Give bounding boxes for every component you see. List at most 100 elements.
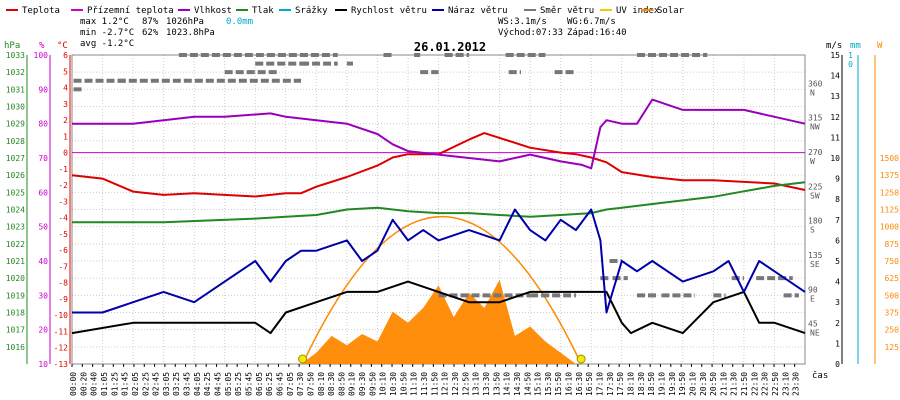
x-tick-label: 04:25 (203, 372, 212, 396)
stat-sunset: Západ:16:40 (567, 28, 627, 38)
press-tick: 1019 (6, 291, 25, 300)
x-tick-label: 18:30 (637, 372, 646, 396)
dir-tick-label: NW (810, 123, 820, 132)
x-tick-label: 00:20 (79, 372, 88, 396)
x-tick-label: 06:25 (265, 372, 274, 396)
hum-tick: 70 (38, 154, 48, 163)
chart-title: 26.01.2012 (414, 40, 486, 54)
dir-tick-deg: 180 (808, 217, 823, 226)
sunset-marker (576, 354, 586, 364)
hum-tick: 50 (38, 223, 48, 232)
press-tick: 1025 (6, 188, 25, 197)
press-tick: 1031 (6, 85, 25, 94)
x-tick-label: 07:50 (306, 372, 315, 396)
x-tick-label: 20:50 (709, 372, 718, 396)
temp-tick: -8 (58, 279, 68, 288)
wind-tick: 1 (835, 339, 840, 348)
rain-unit: mm (850, 41, 861, 51)
legend-label-2: Vlhkost (194, 6, 232, 16)
legend-label-1: Přízemní teplota (87, 6, 174, 16)
x-tick-label: 03:25 (172, 372, 181, 396)
dir-tick-deg: 360 (808, 79, 823, 88)
temp-tick: -12 (54, 344, 69, 353)
dir-tick-label: NE (810, 329, 820, 338)
dir-tick-deg: 90 (808, 285, 818, 294)
x-tick-label: 18:10 (626, 372, 635, 396)
x-tick-label: 13:30 (482, 372, 491, 396)
x-axis-label: čas (812, 370, 828, 381)
x-tick-label: 13:10 (472, 372, 481, 396)
temp-tick: 1 (63, 132, 68, 141)
temp-tick: 5 (63, 67, 68, 76)
hum-tick: 40 (38, 257, 48, 266)
x-tick-label: 17:10 (596, 372, 605, 396)
x-tick-label: 02:45 (152, 372, 161, 396)
x-tick-label: 20:10 (688, 372, 697, 396)
temp-tick: 6 (63, 51, 68, 60)
x-tick-label: 10:10 (379, 372, 388, 396)
temp-tick: 4 (63, 84, 68, 93)
solar-tick: 1500 (880, 154, 899, 163)
stat-wg: WG:6.7m/s (567, 17, 616, 27)
solar-tick: 125 (885, 343, 900, 352)
stat-rain: 0.0mm (226, 17, 253, 27)
x-tick-label: 19:10 (657, 372, 666, 396)
x-tick-label: 05:45 (245, 372, 254, 396)
wind-tick: 14 (830, 72, 840, 81)
stat-min-temp: min -2.7°C (80, 28, 134, 38)
x-tick-label: 00:00 (69, 372, 78, 396)
temp-unit: °C (57, 41, 68, 51)
stat-max-hum: 87% (142, 17, 159, 27)
x-tick-label: 07:05 (286, 372, 295, 396)
legend-label-0: Teplota (22, 6, 60, 16)
temp-tick: -2 (58, 181, 68, 190)
stat-sunrise: Východ:07:33 (498, 28, 563, 38)
rain-tick: 1 (848, 51, 853, 60)
wind-tick: 4 (835, 278, 840, 287)
temp-tick: 3 (63, 100, 68, 109)
temp-tick: -3 (58, 197, 68, 206)
dir-tick-label: N (810, 88, 815, 97)
wind-tick: 8 (835, 195, 840, 204)
press-tick: 1033 (6, 51, 25, 60)
press-tick: 1028 (6, 137, 25, 146)
x-tick-label: 17:30 (606, 372, 615, 396)
wind-tick: 5 (835, 257, 840, 266)
press-tick: 1023 (6, 223, 25, 232)
hum-tick: 60 (38, 188, 48, 197)
wind-tick: 7 (835, 216, 840, 225)
series-solar-area (301, 279, 576, 364)
x-tick-label: 20:30 (699, 372, 708, 396)
x-tick-label: 05:05 (224, 372, 233, 396)
x-tick-label: 23:10 (781, 372, 790, 396)
legend-label-3: Tlak (252, 6, 274, 16)
x-tick-label: 08:10 (317, 372, 326, 396)
wind-tick: 12 (830, 113, 840, 122)
x-tick-label: 09:50 (368, 372, 377, 396)
stats-panel: max 1.2°C 87% 1026hPa 0.0mm min -2.7°C 6… (80, 17, 627, 49)
press-tick: 1029 (6, 120, 25, 129)
series-layer (71, 98, 806, 335)
legend-label-4: Srážky (295, 6, 328, 16)
press-tick: 1026 (6, 171, 25, 180)
x-tick-label: 07:30 (296, 372, 305, 396)
x-tick-label: 12:10 (441, 372, 450, 396)
x-tick-label: 06:05 (255, 372, 264, 396)
wind-tick: 6 (835, 236, 840, 245)
x-tick-label: 04:45 (214, 372, 223, 396)
x-axis: 00:00 00:20 00:40 01:05 01:25 01:45 02:05 02:25… (69, 364, 828, 396)
x-tick-label: 01:25 (110, 372, 119, 396)
x-tick-label: 05:25 (234, 372, 243, 396)
x-tick-label: 01:45 (121, 372, 130, 396)
temp-tick: 2 (63, 116, 68, 125)
x-tick-label: 08:30 (327, 372, 336, 396)
hum-tick: 10 (38, 360, 48, 369)
temp-tick: 0 (63, 149, 68, 158)
legend-label-5: Rychlost větru (351, 6, 427, 16)
press-tick: 1018 (6, 309, 25, 318)
wind-tick: 0 (835, 360, 840, 369)
x-tick-label: 16:30 (575, 372, 584, 396)
sunrise-marker (298, 354, 308, 364)
legend-label-9: Solar (657, 6, 685, 16)
dir-tick-deg: 45 (808, 320, 818, 329)
